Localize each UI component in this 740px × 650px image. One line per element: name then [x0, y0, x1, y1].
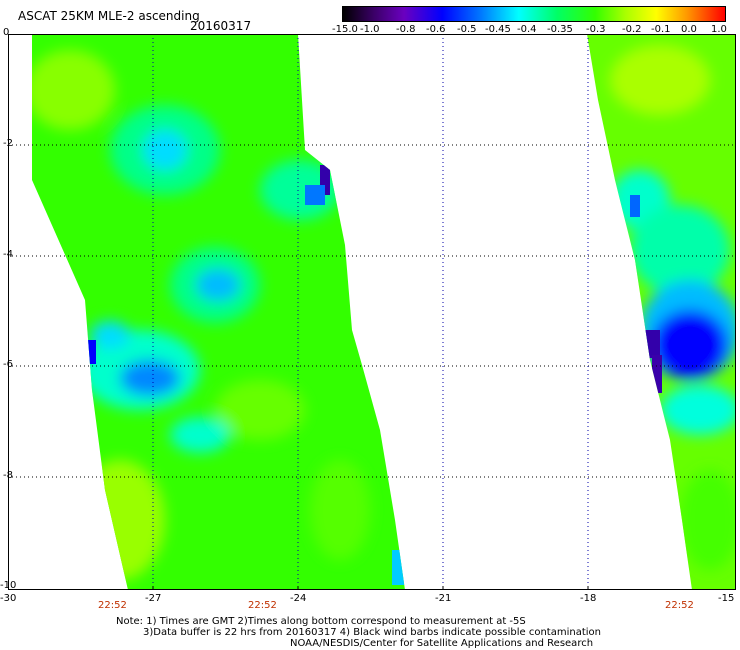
map-title: ASCAT 25KM MLE-2 ascending	[18, 9, 200, 23]
plot-frame	[8, 34, 736, 590]
y-tick-label: -10	[0, 580, 17, 591]
x-tick-label: -18	[580, 593, 597, 604]
footer-note-2: 3)Data buffer is 22 hrs from 20160317 4)…	[143, 627, 601, 638]
y-tick-label: -2	[3, 138, 13, 149]
cbar-tick: -0.2	[622, 24, 642, 35]
axis-ticks	[152, 586, 589, 590]
lon-grid	[152, 34, 589, 590]
pass-time-label: 22:52	[665, 600, 694, 611]
lat-grid	[8, 144, 736, 478]
pass-time-label: 22:52	[98, 600, 127, 611]
cbar-tick: 1.0	[711, 24, 727, 35]
x-tick-label: -30	[0, 593, 17, 604]
colorbar	[342, 6, 726, 22]
cbar-tick: -1.0	[360, 24, 380, 35]
cbar-tick: 0.0	[681, 24, 697, 35]
cbar-tick: -0.8	[396, 24, 416, 35]
x-tick-label: -27	[145, 593, 162, 604]
y-tick-label: 0	[3, 27, 10, 38]
cbar-tick: -0.5	[457, 24, 477, 35]
cbar-tick: -0.6	[426, 24, 446, 35]
cbar-tick: -15.0	[332, 24, 358, 35]
x-tick-label: -24	[290, 593, 307, 604]
left-swath	[32, 34, 405, 590]
cbar-tick: -0.3	[586, 24, 606, 35]
right-swath	[587, 34, 736, 590]
y-tick-label: -4	[3, 249, 13, 260]
cbar-tick: -0.1	[651, 24, 671, 35]
y-tick-label: -6	[3, 359, 13, 370]
cbar-tick: -0.35	[547, 24, 573, 35]
x-tick-label: -15	[718, 593, 735, 604]
map-date: 20160317	[190, 19, 252, 33]
y-tick-label: -8	[3, 470, 13, 481]
cbar-tick: -0.45	[485, 24, 511, 35]
pass-time-label: 22:52	[248, 600, 277, 611]
x-tick-label: -21	[435, 593, 452, 604]
footer-credit: NOAA/NESDIS/Center for Satellite Applica…	[290, 638, 594, 649]
cbar-tick: -0.4	[517, 24, 537, 35]
footer-note-1: Note: 1) Times are GMT 2)Times along bot…	[116, 616, 526, 627]
colorbar-ticks: -15.0 -1.0 -0.8 -0.6 -0.5 -0.45 -0.4 -0.…	[330, 24, 740, 36]
